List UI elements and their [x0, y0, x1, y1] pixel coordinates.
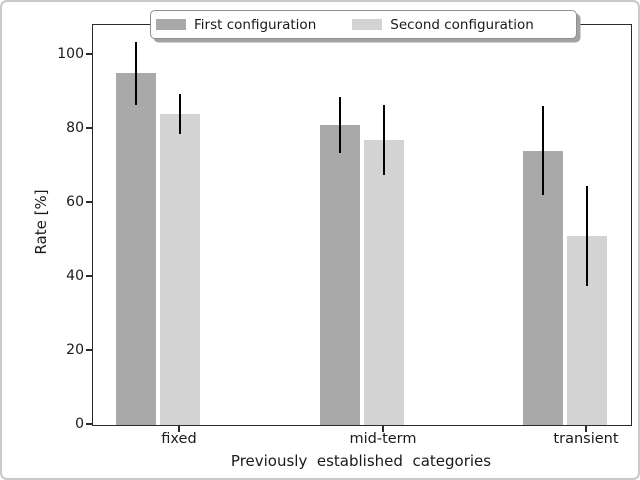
legend-item-second-configuration: Second configuration	[352, 17, 534, 33]
y-tick-label-100: 100	[57, 45, 84, 62]
x-tick-mid-term	[382, 425, 384, 432]
y-axis-label: Rate [%]	[32, 189, 50, 255]
error-bar-second-configuration-transient	[585, 186, 588, 287]
x-tick-fixed	[177, 425, 180, 432]
x-tick-transient	[584, 425, 587, 432]
bar-second-configuration-fixed	[159, 113, 200, 425]
bar-first-configuration-transient	[522, 150, 563, 425]
plot-area	[92, 24, 632, 426]
legend-swatch-first-configuration-icon	[156, 19, 186, 30]
legend-item-first-configuration: First configuration	[156, 17, 316, 33]
legend: First configuration Second configuration	[150, 10, 577, 39]
y-tick-label-20: 20	[66, 341, 84, 358]
y-tick-20	[86, 348, 92, 351]
y-tick-label-80: 80	[66, 119, 84, 136]
legend-swatch-second-configuration-icon	[352, 19, 383, 30]
x-tick-label-mid-term: mid-term	[349, 431, 417, 447]
y-tick-60	[86, 200, 92, 203]
y-tick-40	[86, 274, 92, 277]
y-tick-80	[86, 126, 92, 129]
error-bar-first-configuration-mid-term	[339, 97, 341, 153]
y-tick-0	[86, 423, 92, 425]
error-bar-first-configuration-transient	[541, 106, 544, 196]
error-bar-second-configuration-fixed	[178, 93, 181, 135]
bar-second-configuration-mid-term	[364, 139, 404, 425]
y-tick-100	[86, 52, 92, 55]
bar-first-configuration-mid-term	[320, 125, 360, 425]
legend-label-second-configuration: Second configuration	[390, 16, 534, 33]
x-tick-label-fixed: fixed	[161, 431, 197, 447]
error-bar-second-configuration-mid-term	[383, 104, 385, 175]
error-bar-first-configuration-fixed	[134, 41, 137, 105]
bar-first-configuration-fixed	[115, 73, 156, 425]
y-tick-label-0: 0	[75, 416, 84, 432]
x-axis-label: Previously established categories	[230, 452, 492, 470]
y-tick-label-40: 40	[66, 267, 84, 284]
legend-label-first-configuration: First configuration	[194, 16, 317, 33]
y-tick-label-60: 60	[66, 193, 84, 210]
x-tick-label-transient: transient	[553, 431, 619, 447]
